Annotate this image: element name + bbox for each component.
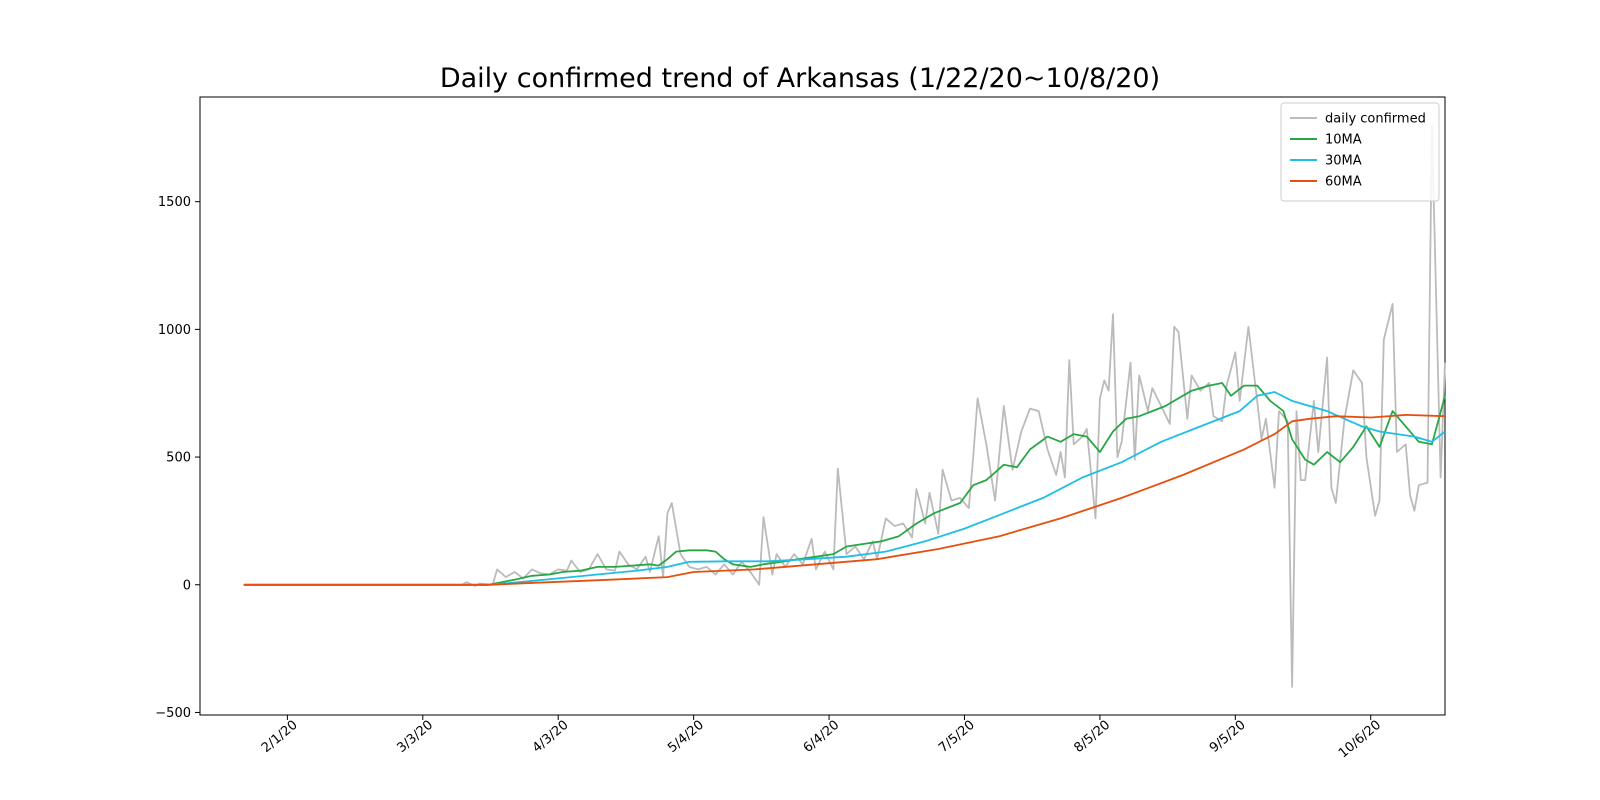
- plot-area: [199, 96, 1446, 716]
- x-tick-label: 5/4/20: [665, 718, 707, 756]
- x-tick-label: 2/1/20: [259, 718, 301, 756]
- legend-label-daily-confirmed: daily confirmed: [1325, 112, 1426, 127]
- legend-label-10ma: 10MA: [1325, 133, 1362, 148]
- x-tick-label: 7/5/20: [936, 718, 978, 756]
- legend-label-60ma: 60MA: [1325, 175, 1362, 190]
- x-tick-label: 4/3/20: [530, 718, 572, 756]
- y-tick-label: 1500: [158, 195, 191, 210]
- series-line-10ma: [243, 382, 1446, 586]
- legend: daily confirmed 10MA 30MA 60MA: [1280, 102, 1440, 202]
- y-tick-label: 500: [166, 451, 191, 466]
- y-tick-label: 1000: [158, 323, 191, 338]
- x-axis: 2/1/20 3/3/20 4/3/20 5/4/20 6/4/20 7/5/20 8/5/…: [259, 715, 1384, 761]
- x-tick-label: 3/3/20: [394, 718, 436, 756]
- series-line-daily-confirmed: [243, 124, 1446, 688]
- x-tick-label: 10/6/20: [1336, 718, 1384, 762]
- chart-title: Daily confirmed trend of Arkansas (1/22/…: [440, 63, 1160, 94]
- x-tick-label: 6/4/20: [801, 718, 843, 756]
- legend-label-30ma: 30MA: [1325, 154, 1362, 169]
- y-tick-label: −500: [155, 706, 191, 721]
- x-tick-label: 9/5/20: [1207, 718, 1249, 756]
- y-axis: −500 0 500 1000 1500: [155, 195, 200, 721]
- series-line-30ma: [243, 391, 1446, 586]
- y-tick-label: 0: [183, 578, 191, 593]
- series-line-60ma: [243, 414, 1446, 586]
- x-tick-label: 8/5/20: [1071, 718, 1113, 756]
- legend-box: [1280, 102, 1440, 202]
- series-layer: [243, 124, 1446, 688]
